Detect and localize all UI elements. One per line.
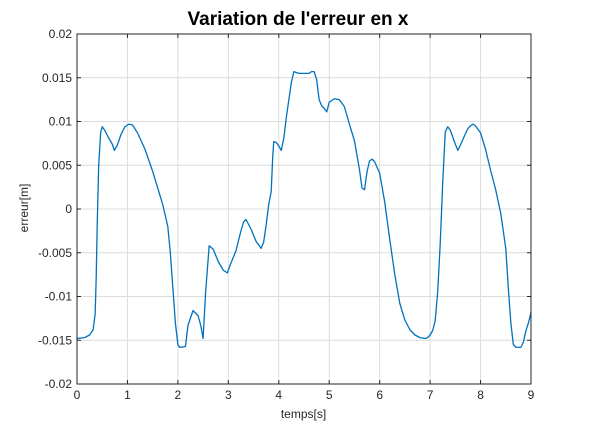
x-tick-label: 2 <box>175 388 182 402</box>
y-axis: -0.02 -0.015 -0.01 -0.005 0 0.005 0.01 0.015 0.0… <box>38 27 531 391</box>
y-axis-label: erreur[m] <box>17 184 31 233</box>
y-tick-label: 0.01 <box>49 115 73 129</box>
y-tick-label: -0.01 <box>45 290 73 304</box>
x-axis: 0 1 2 3 4 5 6 7 8 9 <box>74 34 535 402</box>
series-layer <box>76 70 532 348</box>
y-tick-label: -0.02 <box>45 377 73 391</box>
x-tick-label: 0 <box>74 388 81 402</box>
x-tick-label: 8 <box>477 388 484 402</box>
x-tick-label: 1 <box>124 388 131 402</box>
chart-title: Variation de l'erreur en x <box>188 9 409 30</box>
x-tick-label: 3 <box>225 388 232 402</box>
x-tick-label: 4 <box>275 388 282 402</box>
series-line <box>76 70 532 348</box>
x-tick-label: 7 <box>427 388 434 402</box>
x-tick-label: 9 <box>528 388 535 402</box>
x-tick-label: 5 <box>326 388 333 402</box>
y-tick-label: -0.005 <box>38 246 72 260</box>
y-tick-label: -0.015 <box>38 333 72 347</box>
y-tick-label: 0.015 <box>42 71 72 85</box>
y-tick-label: 0.005 <box>42 158 72 172</box>
x-tick-label: 6 <box>376 388 383 402</box>
y-tick-label: 0 <box>65 202 72 216</box>
x-axis-label: temps[s] <box>281 407 326 421</box>
y-tick-label: 0.02 <box>49 27 73 41</box>
